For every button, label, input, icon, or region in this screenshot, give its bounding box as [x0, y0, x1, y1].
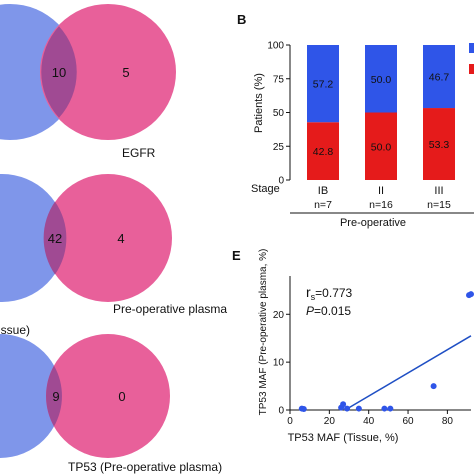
venn-preop-plasma: 42 4 Pre-operative plasma issue) [0, 174, 227, 337]
scatter-x-tick-label: 80 [442, 416, 454, 427]
scatter-point [300, 406, 307, 413]
stage-label: Stage [251, 183, 280, 195]
venn-right-count: 0 [118, 389, 125, 404]
bar-axes: 0 25 50 75 100 IB n=7 II n=16 III n=15 [267, 41, 451, 212]
p-symbol: P [306, 304, 314, 318]
venn-right-count: 5 [122, 65, 129, 80]
bar-y-tick-label: 25 [273, 142, 285, 153]
bar-category-label: III [434, 185, 443, 197]
stacked-bar-segment [423, 45, 455, 109]
bar-category-label: II [378, 185, 384, 197]
stacked-bar-segment [423, 108, 455, 180]
bar-data-label: 53.3 [429, 139, 450, 151]
panel-label-b: B [237, 12, 246, 27]
bar-n-label: n=16 [369, 199, 393, 211]
bar-y-tick-label: 100 [267, 41, 284, 52]
p-annotation: P=0.015 [306, 304, 351, 318]
scatter-y-tick-label: 10 [273, 358, 285, 369]
venn-right-count: 4 [117, 231, 124, 246]
r-value: =0.773 [315, 286, 352, 300]
venn-right-circle [44, 174, 172, 302]
group-label: Pre-operative [340, 217, 406, 229]
fit-line [344, 335, 472, 411]
bar-chart-panel: B 0 25 50 75 100 IB n=7 II n=16 III n=15 42.8 57.2 5… [237, 12, 474, 229]
legend-swatch-red [469, 64, 474, 74]
stacked-bar-segment [307, 45, 339, 123]
venn-overlap [43, 201, 67, 275]
venn-overlap [41, 26, 77, 118]
scatter-y-tick-label: 20 [273, 310, 285, 321]
bar-y-tick-label: 0 [278, 176, 284, 187]
scatter-axes: 0 10 20 0 20 40 60 80 [273, 276, 471, 427]
bar-y-tick-label: 50 [273, 108, 285, 119]
bar-data-label: 46.7 [429, 72, 450, 84]
venn-right-label: TP53 (Pre-operative plasma) [68, 460, 222, 474]
scatter-point [340, 401, 347, 408]
venn-overlap-count: 9 [52, 389, 59, 404]
panel-label-e: E [232, 248, 241, 263]
venn-left-circle [0, 174, 66, 302]
scatter-y-axis-label: TP53 MAF (Pre-operative plasma, %) [258, 249, 269, 416]
scatter-x-tick-label: 20 [324, 416, 336, 427]
stacked-bar-segment [365, 45, 397, 113]
p-value: =0.015 [314, 304, 351, 318]
scatter-point [430, 383, 437, 390]
correlation-annotation: rs=0.773 [306, 284, 353, 302]
bar-y-axis-label: Patients (%) [253, 73, 265, 133]
venn-left-label: issue) [0, 323, 30, 337]
scatter-point [387, 405, 394, 412]
scatter-point [381, 405, 388, 412]
scatter-x-axis-label: TP53 MAF (Tissue, %) [288, 432, 399, 444]
stacked-bar-segment [307, 122, 339, 180]
bar-data-label: 42.8 [313, 146, 334, 158]
venn-overlap [46, 365, 62, 427]
r-symbol: r [306, 284, 311, 300]
scatter-point [355, 405, 362, 412]
scatter-x-tick-label: 60 [402, 416, 414, 427]
stacked-bar-segment [365, 112, 397, 180]
bar-n-label: n=15 [427, 199, 451, 211]
bar-marks: 42.8 57.2 50.0 50.0 53.3 46.7 [307, 45, 455, 180]
bar-data-label: 50.0 [371, 141, 392, 153]
venn-left-circle [0, 334, 62, 458]
venn-right-circle [46, 334, 170, 458]
venn-tp53: 9 0 TP53 (Pre-operative plasma) [0, 334, 222, 474]
venn-right-label: Pre-operative plasma [113, 302, 227, 316]
legend-swatch-blue [469, 43, 474, 53]
bar-category-label: IB [318, 185, 328, 197]
scatter-x-tick-label: 0 [287, 416, 293, 427]
scatter-point [344, 405, 351, 412]
bar-n-label: n=7 [314, 199, 332, 211]
venn-right-circle [40, 4, 176, 140]
scatter-points [298, 291, 474, 413]
venn-overlap-count: 42 [48, 231, 62, 246]
r-subscript: s [311, 292, 316, 302]
bar-data-label: 57.2 [313, 79, 334, 91]
scatter-panel: E 0 10 20 0 20 40 60 80 TP53 MAF (Pre-operative… [232, 248, 474, 444]
venn-overlap-count: 10 [52, 65, 66, 80]
venn-egfr: 10 5 EGFR [0, 4, 176, 160]
scatter-point [468, 291, 474, 298]
venn-right-label: EGFR [122, 146, 156, 160]
bar-y-tick-label: 75 [273, 74, 285, 85]
scatter-y-tick-label: 0 [278, 406, 284, 417]
scatter-x-tick-label: 40 [363, 416, 375, 427]
bar-data-label: 50.0 [371, 74, 392, 86]
